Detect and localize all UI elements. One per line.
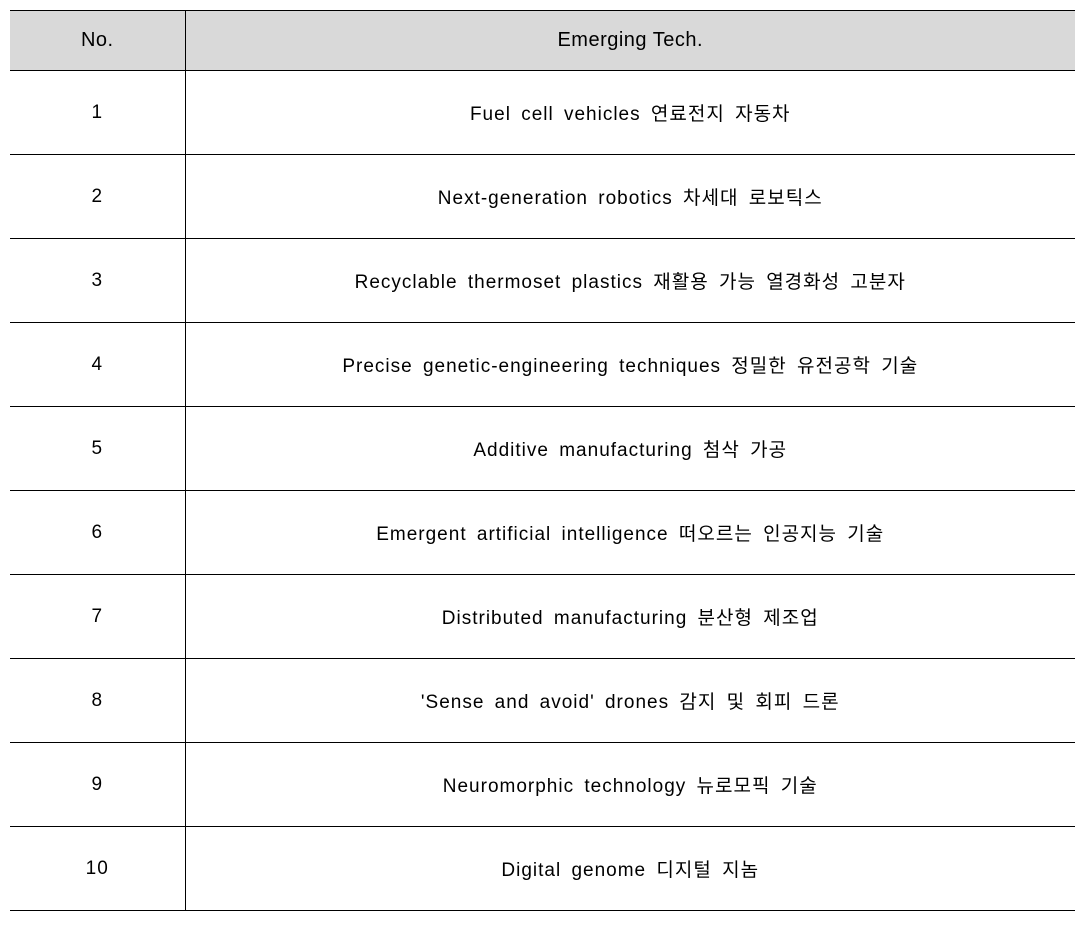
table-row: 5 Additive manufacturing 첨삭 가공 xyxy=(10,407,1075,491)
table-row: 10 Digital genome 디지털 지놈 xyxy=(10,827,1075,911)
cell-no: 7 xyxy=(10,575,185,659)
cell-no: 4 xyxy=(10,323,185,407)
cell-tech: Recyclable thermoset plastics 재활용 가능 열경화… xyxy=(185,239,1075,323)
cell-tech: Digital genome 디지털 지놈 xyxy=(185,827,1075,911)
table-row: 9 Neuromorphic technology 뉴로모픽 기술 xyxy=(10,743,1075,827)
cell-tech: Distributed manufacturing 분산형 제조업 xyxy=(185,575,1075,659)
cell-no: 9 xyxy=(10,743,185,827)
cell-no: 6 xyxy=(10,491,185,575)
cell-tech: Emergent artificial intelligence 떠오르는 인공… xyxy=(185,491,1075,575)
cell-tech: Additive manufacturing 첨삭 가공 xyxy=(185,407,1075,491)
cell-no: 2 xyxy=(10,155,185,239)
cell-no: 3 xyxy=(10,239,185,323)
cell-tech: Next-generation robotics 차세대 로보틱스 xyxy=(185,155,1075,239)
table-row: 2 Next-generation robotics 차세대 로보틱스 xyxy=(10,155,1075,239)
cell-no: 10 xyxy=(10,827,185,911)
cell-tech: 'Sense and avoid' drones 감지 및 회피 드론 xyxy=(185,659,1075,743)
column-header-no: No. xyxy=(10,11,185,71)
table-row: 8 'Sense and avoid' drones 감지 및 회피 드론 xyxy=(10,659,1075,743)
column-header-tech: Emerging Tech. xyxy=(185,11,1075,71)
cell-tech: Precise genetic-engineering techniques 정… xyxy=(185,323,1075,407)
cell-tech: Neuromorphic technology 뉴로모픽 기술 xyxy=(185,743,1075,827)
cell-no: 8 xyxy=(10,659,185,743)
table-row: 3 Recyclable thermoset plastics 재활용 가능 열… xyxy=(10,239,1075,323)
cell-tech: Fuel cell vehicles 연료전지 자동차 xyxy=(185,71,1075,155)
table-row: 1 Fuel cell vehicles 연료전지 자동차 xyxy=(10,71,1075,155)
table-row: 6 Emergent artificial intelligence 떠오르는 … xyxy=(10,491,1075,575)
emerging-tech-table: No. Emerging Tech. 1 Fuel cell vehicles … xyxy=(10,10,1075,911)
cell-no: 1 xyxy=(10,71,185,155)
cell-no: 5 xyxy=(10,407,185,491)
table-row: 7 Distributed manufacturing 분산형 제조업 xyxy=(10,575,1075,659)
table-header-row: No. Emerging Tech. xyxy=(10,11,1075,71)
table-row: 4 Precise genetic-engineering techniques… xyxy=(10,323,1075,407)
